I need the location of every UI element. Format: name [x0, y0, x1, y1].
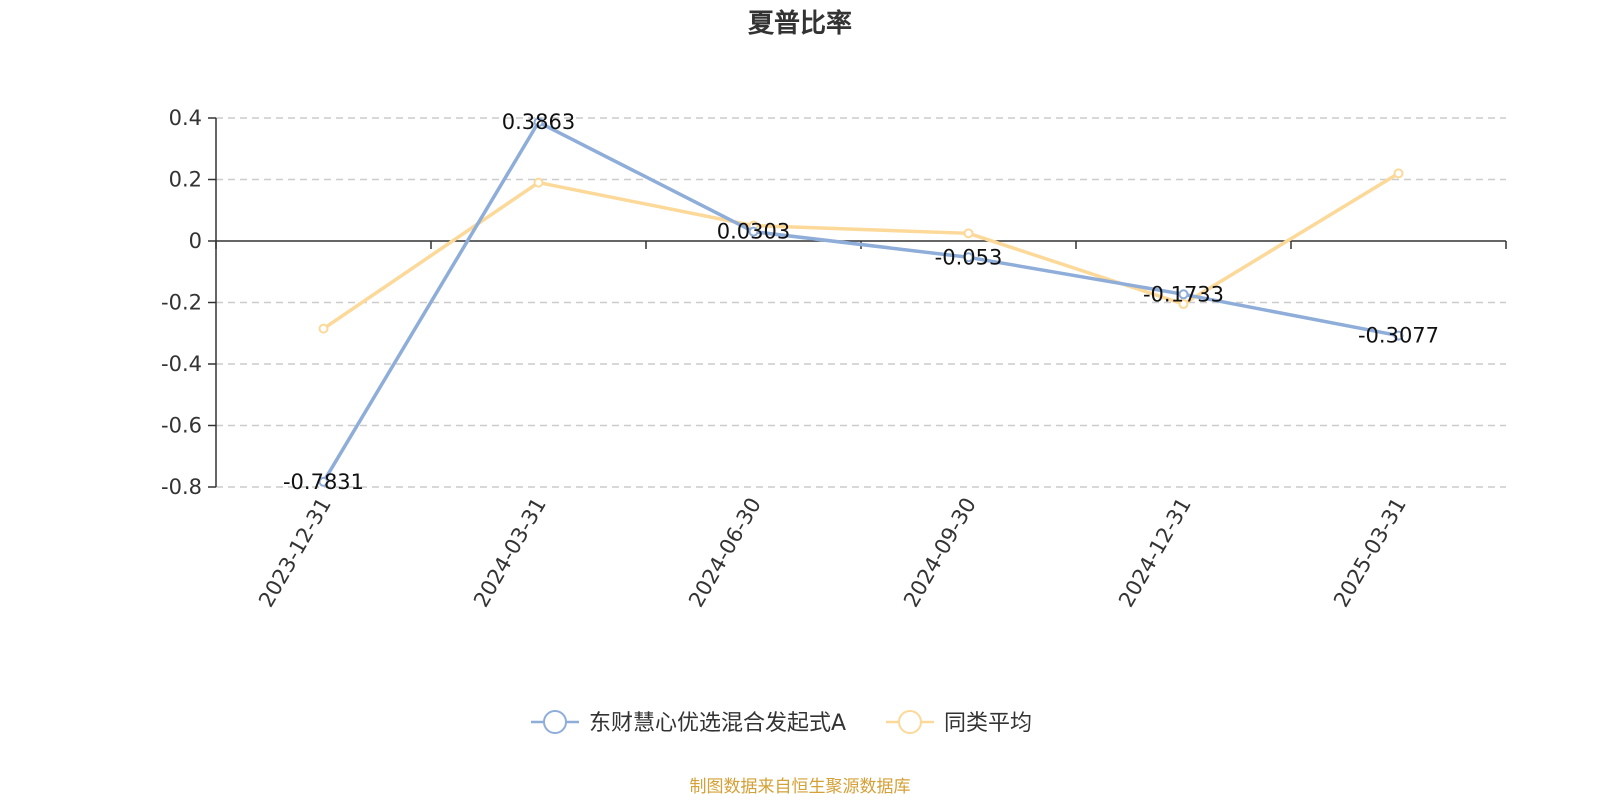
x-tick-label: 2023-12-31 — [254, 494, 336, 612]
x-tick-label: 2025-03-31 — [1329, 494, 1411, 612]
grid-lines — [216, 117, 1506, 488]
fund-series-line — [321, 120, 1399, 483]
legend-label: 东财慧心优选混合发起式A — [589, 711, 846, 736]
fund-data-point[interactable] — [533, 117, 544, 128]
fund-data-point[interactable] — [1178, 289, 1189, 300]
x-tick-label: 2024-12-31 — [1114, 494, 1196, 612]
fund-data-label: -0.7831 — [283, 470, 364, 494]
peer-average-data-point[interactable] — [533, 177, 544, 188]
fund-data-point[interactable] — [1393, 330, 1404, 341]
y-tick-label: -0.6 — [161, 414, 202, 438]
peer-average-series-line — [322, 171, 1400, 331]
legend-item-fund[interactable]: 东财慧心优选混合发起式A — [531, 710, 846, 736]
peer-average-data-point[interactable] — [1393, 168, 1404, 179]
y-tick-label: -0.2 — [161, 291, 202, 315]
axes: 0.4 0.2 0 -0.2 -0.4 -0.6 -0.8 2023-12-31 2024-03… — [161, 106, 1507, 612]
chart-title: 夏普比率 — [748, 8, 852, 39]
x-tick-label: 2024-06-30 — [684, 494, 766, 612]
y-tick-label: -0.4 — [161, 352, 202, 376]
x-tick-label: 2024-09-30 — [899, 494, 981, 612]
legend-label: 同类平均 — [944, 711, 1032, 736]
peer-average-data-point[interactable] — [318, 323, 329, 334]
series-layer — [318, 117, 1404, 487]
fund-data-label: -0.3077 — [1358, 324, 1439, 348]
y-tick-label: 0.2 — [169, 168, 202, 192]
source-note: 制图数据来自恒生聚源数据库 — [690, 777, 911, 797]
legend-marker-icon — [543, 710, 567, 734]
y-tick-label: -0.8 — [161, 475, 202, 499]
fund-data-point[interactable] — [318, 476, 329, 487]
peer-average-data-point[interactable] — [1178, 299, 1189, 310]
legend[interactable]: 东财慧心优选混合发起式A 同类平均 — [531, 710, 1032, 736]
fund-data-point[interactable] — [963, 252, 974, 263]
fund-data-point[interactable] — [748, 226, 759, 237]
data-labels: -0.7831 0.3863 0.0303 -0.053 -0.1733 -0.3077 — [283, 110, 1439, 494]
y-tick-label: 0 — [189, 229, 202, 253]
fund-data-label: 0.3863 — [502, 110, 575, 134]
fund-data-label: 0.0303 — [717, 220, 790, 244]
x-tick-label: 2024-03-31 — [469, 494, 551, 612]
legend-marker-icon — [898, 710, 922, 734]
y-tick-label: 0.4 — [169, 106, 202, 130]
fund-data-label: -0.053 — [935, 245, 1003, 269]
peer-average-data-point[interactable] — [963, 228, 974, 239]
fund-data-label: -0.1733 — [1143, 282, 1224, 306]
legend-item-peer-average[interactable]: 同类平均 — [886, 710, 1032, 736]
